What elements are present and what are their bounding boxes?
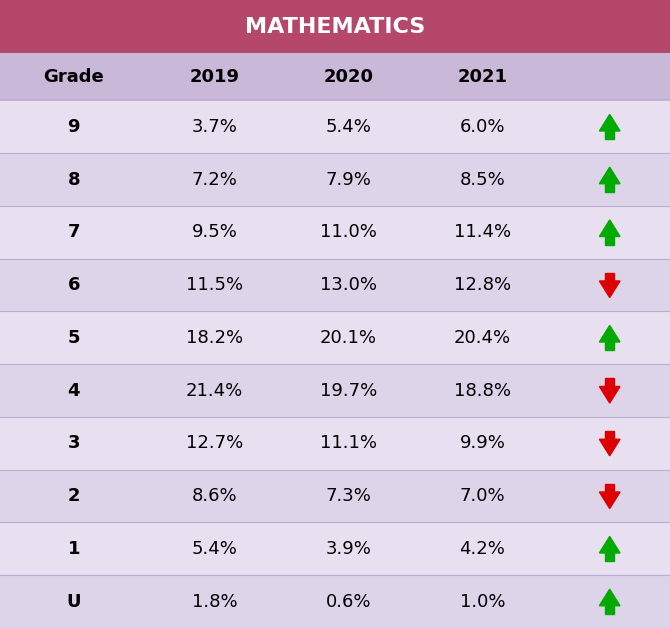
Text: 9.9%: 9.9% bbox=[460, 435, 505, 452]
Text: U: U bbox=[66, 593, 81, 610]
Text: 3.9%: 3.9% bbox=[326, 540, 371, 558]
Text: 3: 3 bbox=[68, 435, 80, 452]
FancyBboxPatch shape bbox=[0, 470, 670, 522]
Text: 5.4%: 5.4% bbox=[192, 540, 237, 558]
FancyBboxPatch shape bbox=[0, 575, 670, 628]
Text: 1: 1 bbox=[68, 540, 80, 558]
Polygon shape bbox=[605, 606, 614, 614]
Text: 9: 9 bbox=[68, 118, 80, 136]
Text: 6: 6 bbox=[68, 276, 80, 294]
Text: 5: 5 bbox=[68, 329, 80, 347]
Text: 4: 4 bbox=[68, 382, 80, 399]
Text: 19.7%: 19.7% bbox=[320, 382, 377, 399]
Polygon shape bbox=[600, 439, 620, 456]
Polygon shape bbox=[600, 492, 620, 509]
Text: 11.0%: 11.0% bbox=[320, 224, 377, 241]
Text: 0.6%: 0.6% bbox=[326, 593, 371, 610]
FancyBboxPatch shape bbox=[0, 53, 670, 100]
Text: 11.5%: 11.5% bbox=[186, 276, 243, 294]
Text: 18.8%: 18.8% bbox=[454, 382, 511, 399]
Polygon shape bbox=[605, 273, 614, 281]
Text: 7.9%: 7.9% bbox=[326, 171, 371, 188]
Polygon shape bbox=[600, 220, 620, 237]
Polygon shape bbox=[600, 281, 620, 298]
Text: 8.5%: 8.5% bbox=[460, 171, 505, 188]
FancyBboxPatch shape bbox=[0, 311, 670, 364]
Text: 18.2%: 18.2% bbox=[186, 329, 243, 347]
Text: 7.3%: 7.3% bbox=[326, 487, 371, 505]
FancyBboxPatch shape bbox=[0, 100, 670, 153]
Text: 7.0%: 7.0% bbox=[460, 487, 505, 505]
FancyBboxPatch shape bbox=[0, 0, 670, 53]
Polygon shape bbox=[605, 484, 614, 492]
Text: 9.5%: 9.5% bbox=[192, 224, 237, 241]
Text: 13.0%: 13.0% bbox=[320, 276, 377, 294]
Polygon shape bbox=[605, 131, 614, 139]
Polygon shape bbox=[605, 342, 614, 350]
FancyBboxPatch shape bbox=[0, 417, 670, 470]
Polygon shape bbox=[600, 589, 620, 606]
Text: 21.4%: 21.4% bbox=[186, 382, 243, 399]
Text: 2019: 2019 bbox=[190, 68, 239, 86]
Polygon shape bbox=[600, 167, 620, 184]
Text: 8.6%: 8.6% bbox=[192, 487, 237, 505]
Polygon shape bbox=[605, 431, 614, 439]
Polygon shape bbox=[600, 386, 620, 403]
Polygon shape bbox=[605, 237, 614, 245]
Text: 1.8%: 1.8% bbox=[192, 593, 237, 610]
Text: 4.2%: 4.2% bbox=[460, 540, 505, 558]
FancyBboxPatch shape bbox=[0, 259, 670, 311]
Text: 11.4%: 11.4% bbox=[454, 224, 511, 241]
Text: 2020: 2020 bbox=[324, 68, 373, 86]
Polygon shape bbox=[605, 184, 614, 192]
Text: 8: 8 bbox=[68, 171, 80, 188]
FancyBboxPatch shape bbox=[0, 364, 670, 417]
Text: 7.2%: 7.2% bbox=[192, 171, 237, 188]
Text: 12.7%: 12.7% bbox=[186, 435, 243, 452]
Text: MATHEMATICS: MATHEMATICS bbox=[245, 17, 425, 36]
Text: 20.4%: 20.4% bbox=[454, 329, 511, 347]
Polygon shape bbox=[600, 325, 620, 342]
Text: 6.0%: 6.0% bbox=[460, 118, 505, 136]
Text: 3.7%: 3.7% bbox=[192, 118, 237, 136]
Text: 12.8%: 12.8% bbox=[454, 276, 511, 294]
Polygon shape bbox=[600, 114, 620, 131]
Text: 7: 7 bbox=[68, 224, 80, 241]
Text: 2: 2 bbox=[68, 487, 80, 505]
Text: 2021: 2021 bbox=[458, 68, 507, 86]
FancyBboxPatch shape bbox=[0, 206, 670, 259]
Text: 1.0%: 1.0% bbox=[460, 593, 505, 610]
Polygon shape bbox=[605, 553, 614, 561]
Text: 20.1%: 20.1% bbox=[320, 329, 377, 347]
Polygon shape bbox=[605, 378, 614, 386]
Polygon shape bbox=[600, 536, 620, 553]
Text: 11.1%: 11.1% bbox=[320, 435, 377, 452]
Text: Grade: Grade bbox=[44, 68, 104, 86]
FancyBboxPatch shape bbox=[0, 522, 670, 575]
FancyBboxPatch shape bbox=[0, 153, 670, 206]
Text: 5.4%: 5.4% bbox=[326, 118, 371, 136]
